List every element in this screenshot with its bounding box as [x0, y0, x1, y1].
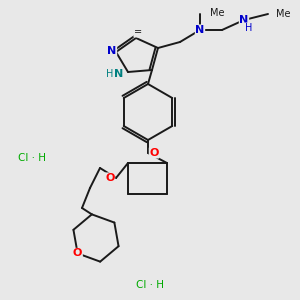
Text: N: N — [107, 46, 117, 56]
Text: Cl · H: Cl · H — [18, 153, 46, 163]
Text: Me: Me — [276, 9, 290, 19]
Text: O: O — [73, 248, 82, 258]
Text: O: O — [105, 173, 115, 183]
Text: H: H — [106, 69, 114, 79]
Text: Me: Me — [210, 8, 224, 18]
Text: H: H — [245, 23, 253, 33]
Text: =: = — [134, 27, 142, 37]
Text: N: N — [195, 25, 205, 35]
Text: Cl · H: Cl · H — [136, 280, 164, 290]
Text: N: N — [114, 69, 124, 79]
Text: O: O — [149, 148, 159, 158]
Text: N: N — [239, 15, 249, 25]
